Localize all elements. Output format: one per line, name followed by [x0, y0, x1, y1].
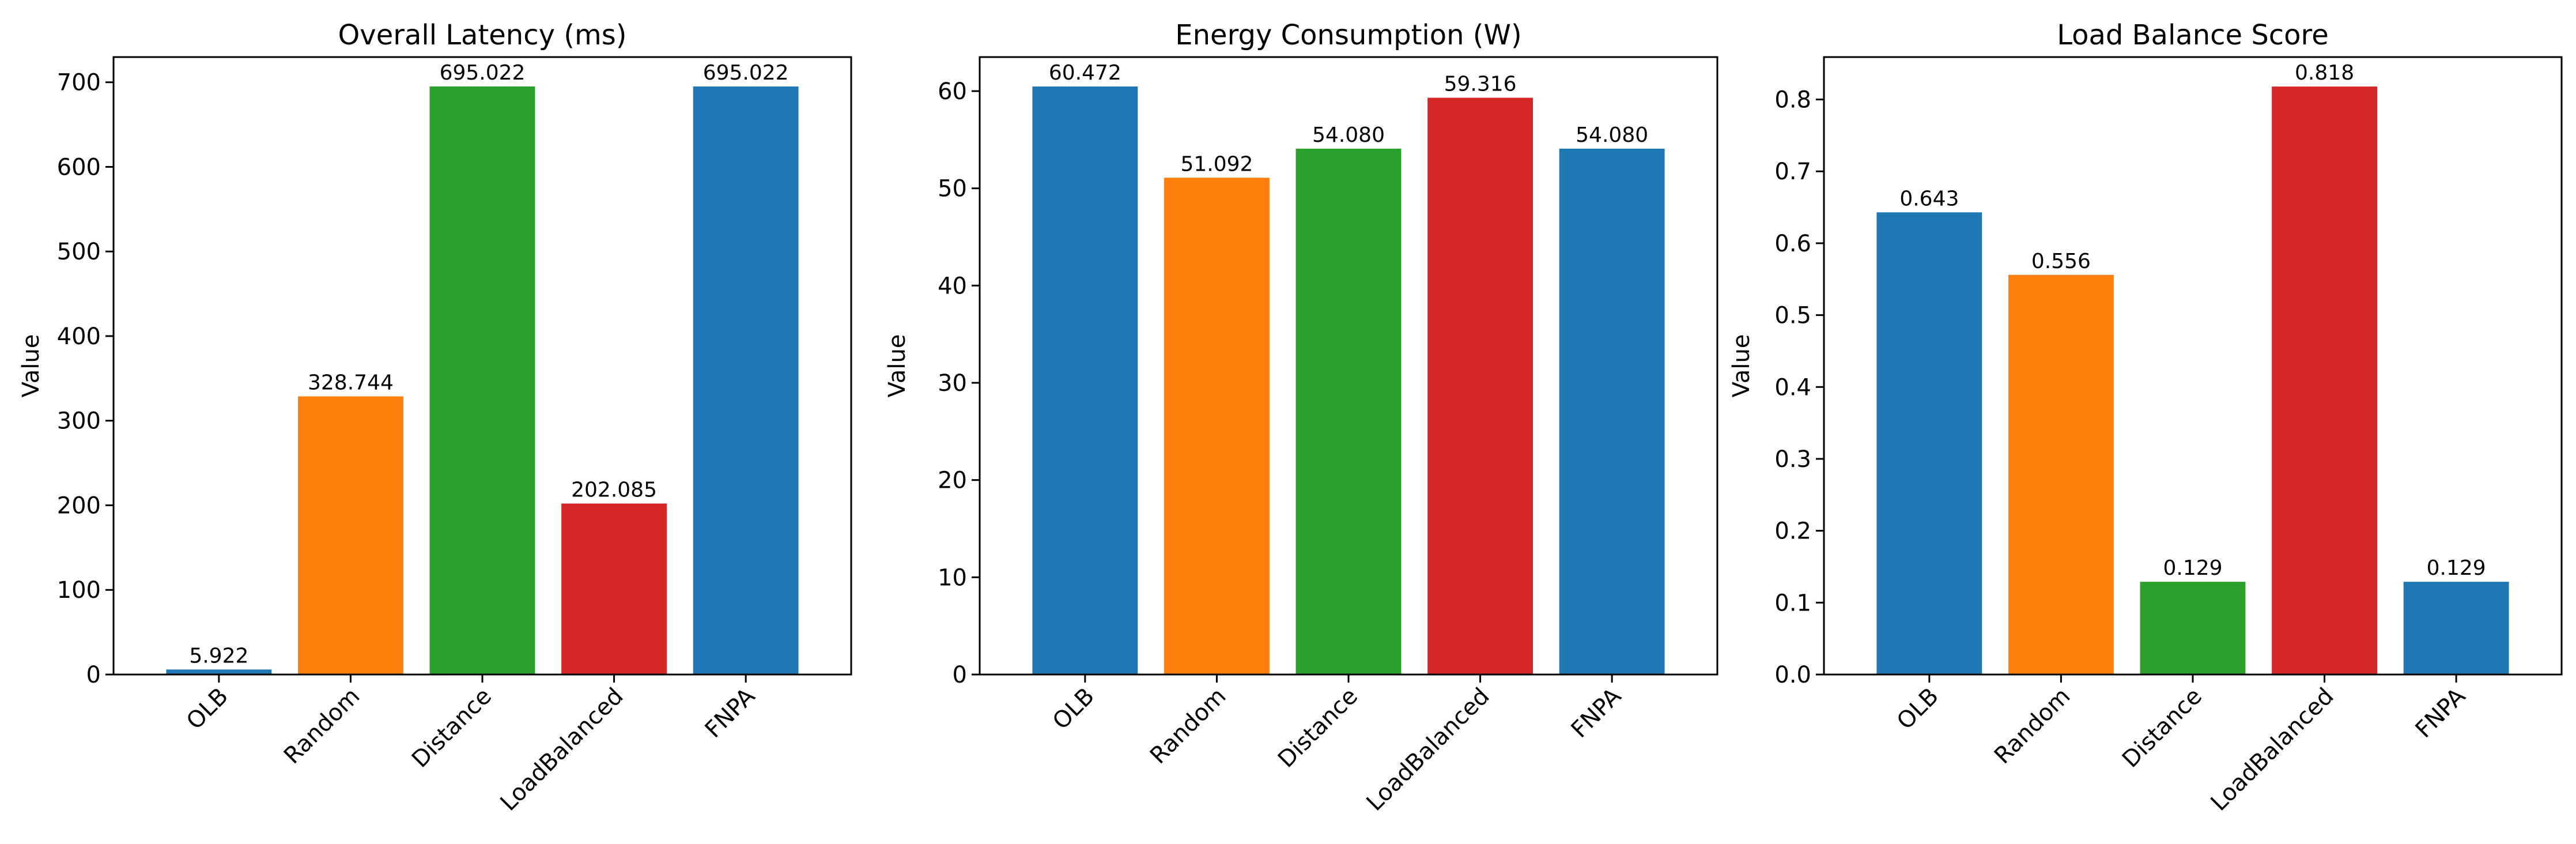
y-tick-label: 0.5 [1774, 303, 1811, 329]
y-axis-label: Value [1728, 334, 1755, 398]
bar-value-label: 0.818 [2295, 61, 2354, 85]
bar-fnpa [1559, 148, 1665, 675]
y-tick-label: 60 [938, 78, 967, 105]
y-tick-label: 30 [938, 370, 967, 397]
y-tick-label: 0.4 [1774, 374, 1811, 401]
bar-value-label: 59.316 [1444, 73, 1517, 96]
bar-value-label: 695.022 [440, 61, 526, 85]
bar-random [298, 396, 403, 675]
y-tick-label: 0 [953, 662, 967, 688]
bar-olb [166, 669, 272, 675]
y-tick-label: 500 [57, 239, 101, 265]
y-tick-label: 600 [57, 154, 101, 180]
x-tick-label: OLB [1892, 683, 1944, 735]
chart-panel-2: Energy Consumption (W) Value 0 10 20 30 40 50 60… [884, 19, 1718, 816]
y-tick-label: 0.8 [1774, 87, 1811, 114]
y-tick-label: 0.1 [1774, 590, 1811, 616]
bar-value-label: 0.129 [2427, 556, 2486, 580]
bar-random [2008, 274, 2114, 675]
bar-fnpa [693, 86, 799, 675]
bar-value-label: 5.922 [189, 644, 248, 668]
y-tick-label: 0.7 [1774, 159, 1811, 185]
bar-value-label: 60.472 [1049, 61, 1121, 85]
x-tick-label: FNPA [2411, 683, 2471, 743]
y-tick-label: 0.0 [1774, 662, 1811, 688]
bar-value-label: 0.556 [2031, 250, 2091, 273]
x-tick-label: Distance [407, 683, 497, 773]
bar-fnpa [2403, 582, 2509, 675]
y-tick-label: 20 [938, 468, 967, 494]
bar-olb [1876, 212, 1982, 675]
y-tick-label: 0.3 [1774, 446, 1811, 473]
bar-loadbalanced [1427, 97, 1533, 675]
x-tick-label: Distance [2117, 683, 2207, 773]
bar-value-label: 202.085 [571, 478, 657, 502]
y-axis-label: Value [884, 334, 911, 398]
x-tick-label: Random [1989, 683, 2076, 770]
bar-distance [429, 86, 535, 675]
y-tick-label: 300 [57, 408, 101, 435]
plot-frame [1823, 56, 2563, 676]
bar-loadbalanced [2272, 86, 2377, 675]
bar-distance [1295, 148, 1402, 675]
x-tick-label: LoadBalanced [495, 683, 628, 816]
y-tick-label: 0.6 [1774, 231, 1811, 257]
x-tick-label: Random [279, 683, 365, 770]
plot-frame [112, 56, 852, 676]
chart-panel-1: Overall Latency (ms) Value 0 100 200 300 400 50… [18, 19, 852, 816]
x-tick-label: FNPA [1566, 683, 1627, 743]
bar-value-label: 54.080 [1312, 123, 1385, 147]
chart-title: Load Balance Score [2057, 19, 2329, 51]
x-tick-label: LoadBalanced [1361, 683, 1494, 816]
y-tick-label: 200 [57, 492, 101, 519]
x-tick-label: Distance [1273, 683, 1363, 773]
x-tick-label: FNPA [700, 683, 761, 743]
bar-random [1164, 178, 1270, 675]
bar-value-label: 51.092 [1180, 152, 1253, 176]
bar-distance [2140, 582, 2246, 675]
bar-value-label: 54.080 [1576, 123, 1648, 147]
bar-value-label: 328.744 [308, 371, 394, 395]
y-axis-label: Value [18, 334, 44, 398]
bar-value-label: 0.643 [1899, 187, 1959, 210]
bar-value-label: 0.129 [2163, 556, 2222, 580]
bar-olb [1032, 86, 1138, 675]
x-tick-label: Random [1145, 683, 1232, 770]
y-tick-label: 400 [57, 323, 101, 350]
y-tick-label: 700 [57, 70, 101, 96]
bar-loadbalanced [561, 503, 667, 675]
x-tick-label: OLB [182, 683, 233, 735]
x-tick-label: OLB [1048, 683, 1100, 735]
chart-panel-3: Load Balance Score Value 0.0 0.1 0.2 0.3 0.4 0.… [1728, 19, 2563, 816]
y-tick-label: 40 [938, 273, 967, 299]
y-tick-label: 10 [938, 564, 967, 591]
y-tick-label: 50 [938, 176, 967, 202]
chart-title: Energy Consumption (W) [1175, 19, 1521, 51]
y-tick-label: 0 [86, 662, 101, 688]
x-tick-label: LoadBalanced [2205, 683, 2339, 816]
bar-value-label: 695.022 [703, 61, 789, 85]
plot-frame [979, 56, 1718, 676]
y-tick-label: 0.2 [1774, 518, 1811, 545]
y-tick-label: 100 [57, 577, 101, 604]
chart-title: Overall Latency (ms) [338, 19, 627, 51]
